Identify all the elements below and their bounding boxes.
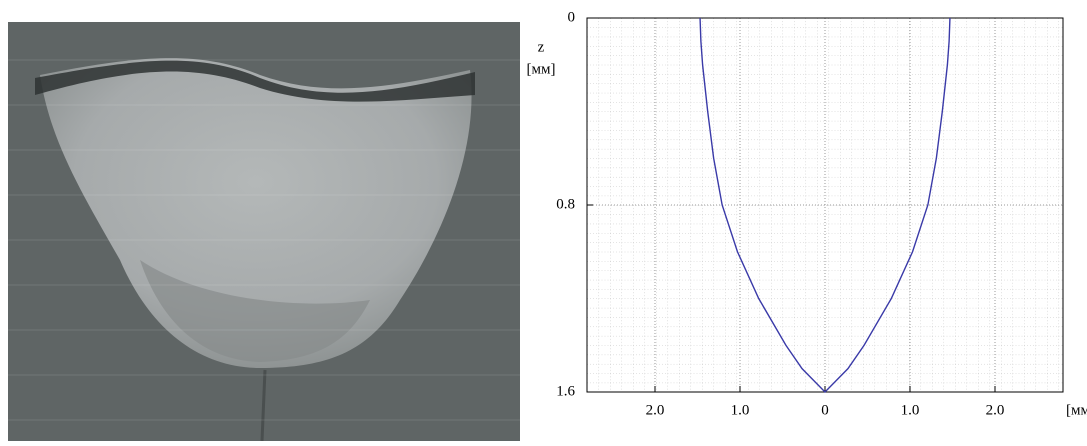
x-tick-label: 2.0 [646,402,665,418]
y-tick-label: 0.8 [556,196,575,212]
x-tick-label: 1.0 [901,402,920,418]
y-label: z [538,39,545,55]
x-tick-label: 0 [821,402,829,418]
y-tick-label: 1.6 [556,383,575,399]
weld-photo [8,22,520,442]
x-tick-label: 2.0 [986,402,1005,418]
x-label: [мм] [1066,402,1087,418]
x-tick-label: 1.0 [731,402,750,418]
y-tick-label: 0 [568,9,576,25]
y-unit: [мм] [527,61,556,77]
profile-line [699,17,951,393]
